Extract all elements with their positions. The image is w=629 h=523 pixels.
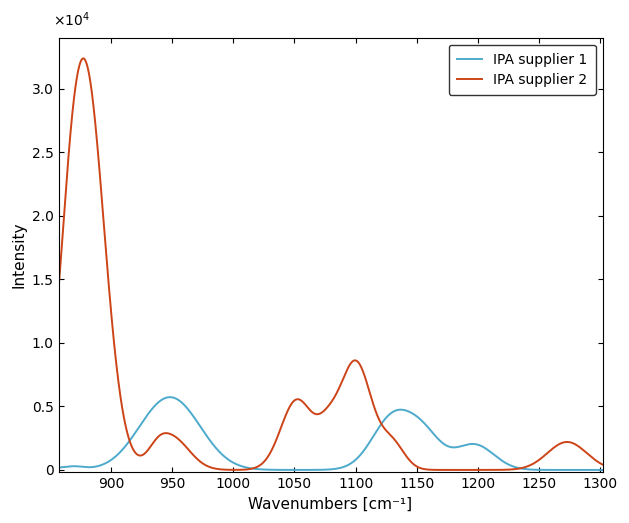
IPA supplier 2 — [80, 55, 87, 62]
IPA supplier 1 — [460, 442, 468, 449]
IPA supplier 2 — [460, 467, 468, 473]
Text: $\times 10^4$: $\times 10^4$ — [53, 10, 90, 29]
IPA supplier 1 — [603, 467, 610, 473]
IPA supplier 2 — [79, 55, 87, 62]
X-axis label: Wavenumbers [cm⁻¹]: Wavenumbers [cm⁻¹] — [248, 497, 413, 512]
IPA supplier 1 — [402, 407, 409, 414]
IPA supplier 1 — [489, 451, 497, 457]
IPA supplier 2 — [489, 467, 497, 473]
IPA supplier 2 — [252, 464, 259, 471]
IPA supplier 2 — [52, 316, 60, 323]
Line: IPA supplier 2: IPA supplier 2 — [56, 59, 606, 470]
IPA supplier 2 — [402, 452, 409, 458]
IPA supplier 2 — [378, 421, 386, 427]
Y-axis label: Intensity: Intensity — [11, 222, 26, 288]
IPA supplier 1 — [80, 464, 87, 470]
IPA supplier 1 — [166, 394, 174, 400]
Legend: IPA supplier 1, IPA supplier 2: IPA supplier 1, IPA supplier 2 — [448, 44, 596, 95]
IPA supplier 2 — [603, 463, 610, 469]
IPA supplier 1 — [378, 420, 386, 427]
IPA supplier 1 — [52, 464, 60, 471]
Line: IPA supplier 1: IPA supplier 1 — [56, 397, 606, 470]
IPA supplier 2 — [456, 467, 464, 473]
IPA supplier 1 — [252, 466, 259, 472]
